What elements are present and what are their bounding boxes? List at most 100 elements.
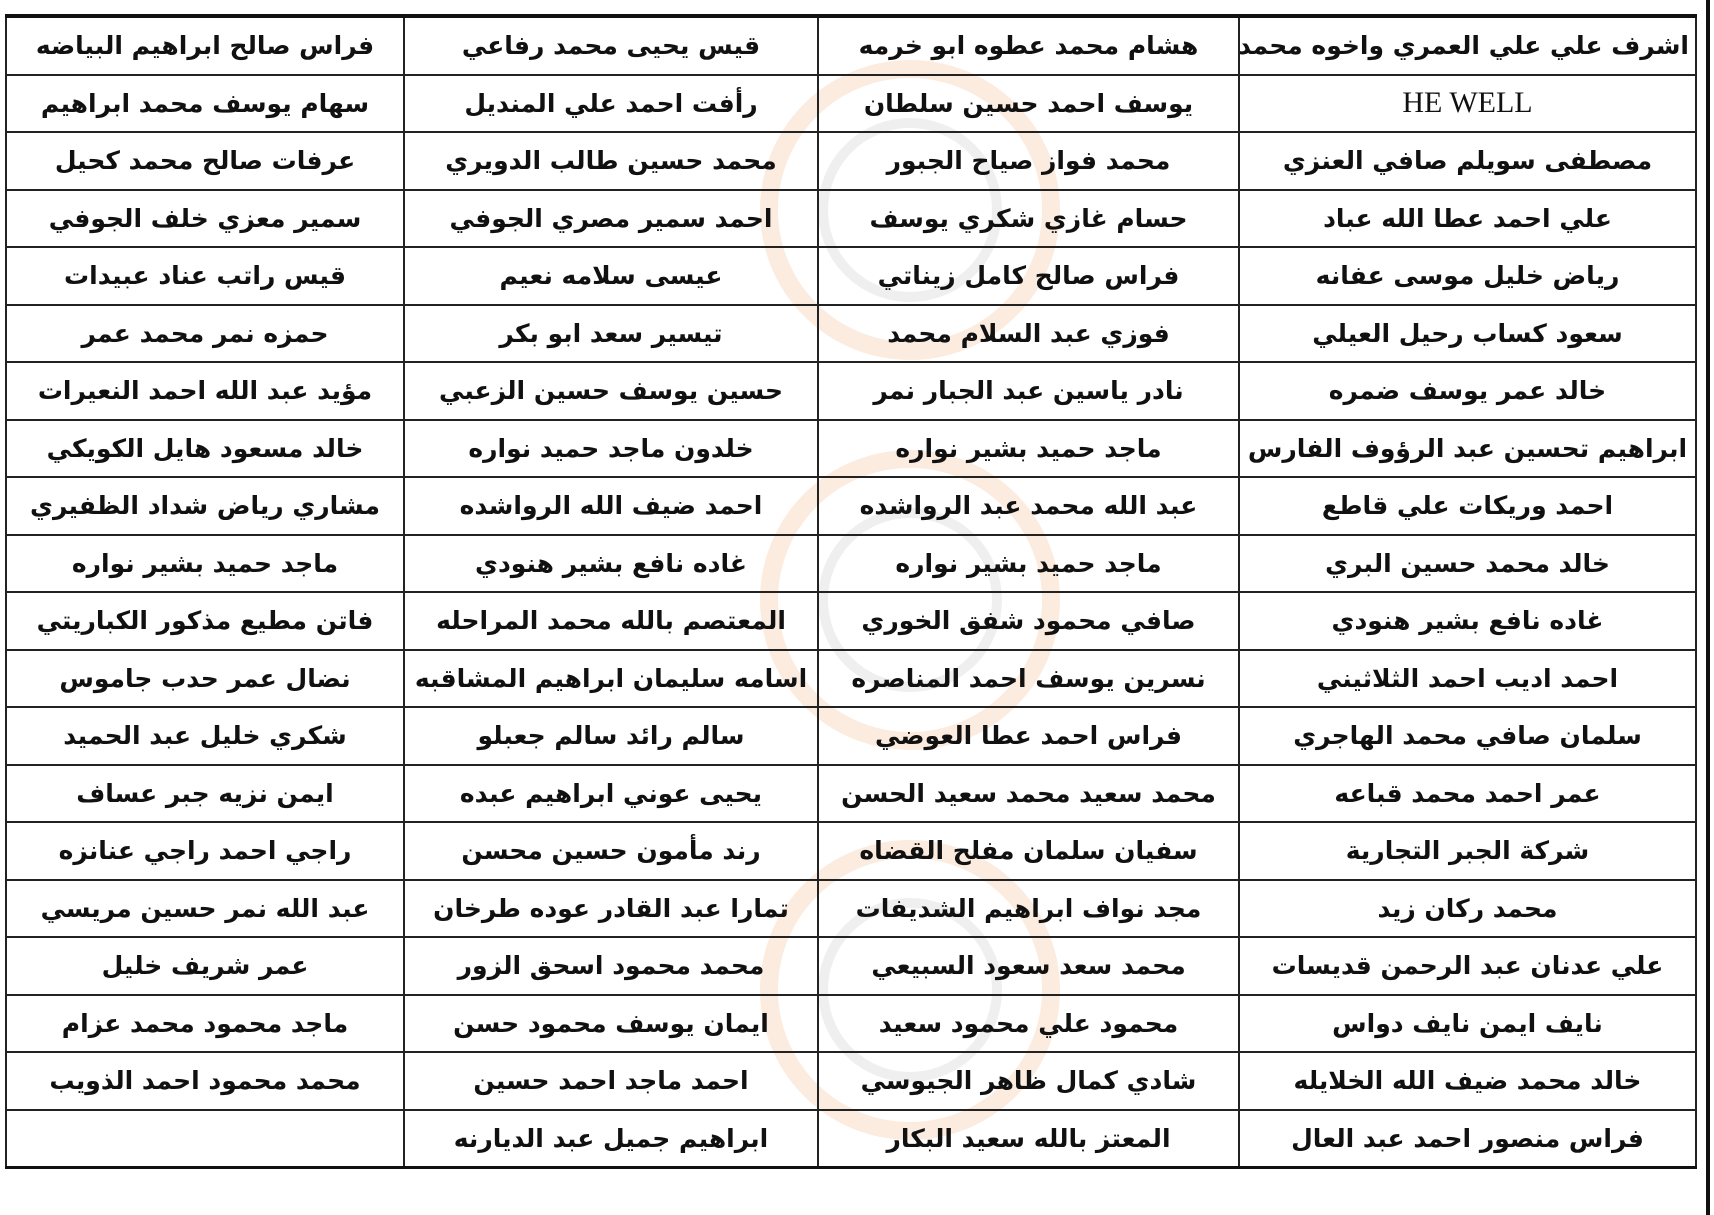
name-cell: حسين يوسف حسين الزعبي xyxy=(403,361,819,421)
name-cell: عبد الله نمر حسين مريسي xyxy=(5,878,405,938)
names-table: فراس صالح ابراهيم البياضه قيس يحيى محمد ر… xyxy=(5,14,1697,1169)
name-cell: سهام يوسف محمد ابراهيم xyxy=(5,73,405,133)
table-row: ماجد حميد بشير نواره غاده نافع بشير هنودي… xyxy=(5,533,1697,593)
name-cell: خالد محمد حسين البري xyxy=(1238,533,1697,593)
name-cell: شركة الجبر التجارية xyxy=(1238,821,1697,881)
table-row: محمد محمود احمد الذويب احمد ماجد احمد حسي… xyxy=(5,1051,1697,1111)
name-cell: ماجد حميد بشير نواره xyxy=(5,533,405,593)
table-row: قيس راتب عناد عبيدات عيسى سلامه نعيم فراس … xyxy=(5,246,1697,306)
name-cell: نسرين يوسف احمد المناصره xyxy=(817,648,1240,708)
name-cell: خالد مسعود هايل الكويكي xyxy=(5,418,405,478)
table-row: حمزه نمر محمد عمر تيسير سعد ابو بكر فوزي ع… xyxy=(5,303,1697,363)
table-row: سمير معزي خلف الجوفي احمد سمير مصري الجوف… xyxy=(5,188,1697,248)
name-cell: رياض خليل موسى عفانه xyxy=(1238,246,1697,306)
name-cell: ابراهيم جميل عبد الديارنه xyxy=(403,1108,819,1169)
name-cell: سعود كساب رحيل العيلي xyxy=(1238,303,1697,363)
name-cell: فراس احمد عطا العوضي xyxy=(817,706,1240,766)
table-row: سهام يوسف محمد ابراهيم رأفت احمد علي المن… xyxy=(5,73,1697,133)
name-cell: عمر احمد محمد قباعه xyxy=(1238,763,1697,823)
name-cell: ايمن نزيه جبر عساف xyxy=(5,763,405,823)
name-cell: محمد محمود اسحق الزور xyxy=(403,936,819,996)
name-cell: سالم رائد سالم جعبلو xyxy=(403,706,819,766)
name-cell: نضال عمر حدب جاموس xyxy=(5,648,405,708)
name-cell: المعتز بالله سعيد البكار xyxy=(817,1108,1240,1169)
name-cell: ماجد حميد بشير نواره xyxy=(817,533,1240,593)
name-cell: محمد محمود احمد الذويب xyxy=(5,1051,405,1111)
name-cell: عمر شريف خليل xyxy=(5,936,405,996)
name-cell: احمد اديب احمد الثلاثيني xyxy=(1238,648,1697,708)
name-cell: محمد حسين طالب الدويري xyxy=(403,131,819,191)
name-cell: يوسف احمد حسين سلطان xyxy=(817,73,1240,133)
name-cell: اسامه سليمان ابراهيم المشاقبه xyxy=(403,648,819,708)
name-cell: نايف ايمن نايف دواس xyxy=(1238,993,1697,1053)
name-cell: مشاري رياض شداد الظفيري xyxy=(5,476,405,536)
name-cell: احمد سمير مصري الجوفي xyxy=(403,188,819,248)
name-cell: احمد وريكات علي قاطع xyxy=(1238,476,1697,536)
table-row: ايمن نزيه جبر عساف يحيى عوني ابراهيم عبده… xyxy=(5,763,1697,823)
name-cell: حمزه نمر محمد عمر xyxy=(5,303,405,363)
name-cell: محمد سعد سعود السبيعي xyxy=(817,936,1240,996)
name-cell: فراس منصور احمد عبد العال xyxy=(1238,1108,1697,1169)
name-cell: اشرف علي علي العمري واخوه محمد xyxy=(1238,15,1697,76)
name-cell: ابراهيم تحسين عبد الرؤوف الفارس xyxy=(1238,418,1697,478)
name-cell xyxy=(5,1108,405,1169)
name-cell: غاده نافع بشير هنودي xyxy=(1238,591,1697,651)
table-row: ابراهيم جميل عبد الديارنه المعتز بالله سع… xyxy=(5,1108,1697,1169)
name-cell: ايمان يوسف محمود حسن xyxy=(403,993,819,1053)
name-cell: تيسير سعد ابو بكر xyxy=(403,303,819,363)
name-cell: عيسى سلامه نعيم xyxy=(403,246,819,306)
name-cell: المعتصم بالله محمد المراحله xyxy=(403,591,819,651)
name-cell: قيس يحيى محمد رفاعي xyxy=(403,15,819,76)
name-cell: رند مأمون حسين محسن xyxy=(403,821,819,881)
table-row: ماجد محمود محمد عزام ايمان يوسف محمود حسن… xyxy=(5,993,1697,1053)
name-cell: يحيى عوني ابراهيم عبده xyxy=(403,763,819,823)
name-cell: عبد الله محمد عبد الرواشده xyxy=(817,476,1240,536)
table-row: شكري خليل عبد الحميد سالم رائد سالم جعبلو… xyxy=(5,706,1697,766)
right-border-rule xyxy=(1706,0,1710,1215)
name-cell: خالد محمد ضيف الله الخلايله xyxy=(1238,1051,1697,1111)
name-cell: احمد ماجد احمد حسين xyxy=(403,1051,819,1111)
name-cell: مؤيد عبد الله احمد النعيرات xyxy=(5,361,405,421)
table-row: خالد مسعود هايل الكويكي خلدون ماجد حميد ن… xyxy=(5,418,1697,478)
name-cell: علي عدنان عبد الرحمن قديسات xyxy=(1238,936,1697,996)
name-cell: فراس صالح ابراهيم البياضه xyxy=(5,15,405,76)
table-row: فاتن مطيع مذكور الكباريتي المعتصم بالله م… xyxy=(5,591,1697,651)
name-cell: رأفت احمد علي المنديل xyxy=(403,73,819,133)
name-cell: صافي محمود شفق الخوري xyxy=(817,591,1240,651)
name-cell: محمد فواز صياح الجبور xyxy=(817,131,1240,191)
name-cell: سفيان سلمان مفلح القضاه xyxy=(817,821,1240,881)
name-cell: احمد ضيف الله الرواشده xyxy=(403,476,819,536)
name-cell: هشام محمد عطوه ابو خرمه xyxy=(817,15,1240,76)
table-row: مشاري رياض شداد الظفيري احمد ضيف الله الر… xyxy=(5,476,1697,536)
names-table-body: فراس صالح ابراهيم البياضه قيس يحيى محمد ر… xyxy=(5,15,1697,1169)
table-row: راجي احمد راجي عنانزه رند مأمون حسين محسن… xyxy=(5,821,1697,881)
name-cell: راجي احمد راجي عنانزه xyxy=(5,821,405,881)
name-cell: عرفات صالح محمد كحيل xyxy=(5,131,405,191)
table-row: مؤيد عبد الله احمد النعيرات حسين يوسف حسي… xyxy=(5,361,1697,421)
name-cell: شكري خليل عبد الحميد xyxy=(5,706,405,766)
name-cell: محمود علي محمود سعيد xyxy=(817,993,1240,1053)
name-cell: ماجد حميد بشير نواره xyxy=(817,418,1240,478)
table-row: عرفات صالح محمد كحيل محمد حسين طالب الدوي… xyxy=(5,131,1697,191)
name-cell: فوزي عبد السلام محمد xyxy=(817,303,1240,363)
name-cell: سلمان صافي محمد الهاجري xyxy=(1238,706,1697,766)
name-cell: خالد عمر يوسف ضمره xyxy=(1238,361,1697,421)
name-cell: مجد نواف ابراهيم الشديفات xyxy=(817,878,1240,938)
name-cell: مصطفى سويلم صافي العنزي xyxy=(1238,131,1697,191)
name-cell: قيس راتب عناد عبيدات xyxy=(5,246,405,306)
name-cell: محمد سعيد محمد سعيد الحسن xyxy=(817,763,1240,823)
table-row: نضال عمر حدب جاموس اسامه سليمان ابراهيم ا… xyxy=(5,648,1697,708)
table-row: عمر شريف خليل محمد محمود اسحق الزور محمد س… xyxy=(5,936,1697,996)
table-row: فراس صالح ابراهيم البياضه قيس يحيى محمد ر… xyxy=(5,15,1697,76)
name-cell: خلدون ماجد حميد نواره xyxy=(403,418,819,478)
name-cell: علي احمد عطا الله عباد xyxy=(1238,188,1697,248)
name-cell: شادي كمال ظاهر الجيوسي xyxy=(817,1051,1240,1111)
name-cell: غاده نافع بشير هنودي xyxy=(403,533,819,593)
name-cell: ماجد محمود محمد عزام xyxy=(5,993,405,1053)
table-row: عبد الله نمر حسين مريسي تمارا عبد القادر … xyxy=(5,878,1697,938)
name-cell: محمد ركان زيد xyxy=(1238,878,1697,938)
name-cell: نادر ياسين عبد الجبار نمر xyxy=(817,361,1240,421)
name-cell: فاتن مطيع مذكور الكباريتي xyxy=(5,591,405,651)
name-cell: حسام غازي شكري يوسف xyxy=(817,188,1240,248)
name-cell: سمير معزي خلف الجوفي xyxy=(5,188,405,248)
